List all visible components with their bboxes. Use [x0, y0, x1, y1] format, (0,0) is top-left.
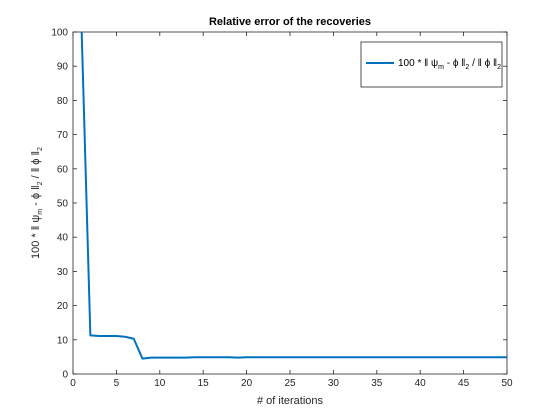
y-axis-label-main: 100 * ‖ ψ — [30, 215, 42, 259]
y-tick-label: 90 — [57, 62, 69, 73]
x-tick-label: 0 — [70, 378, 76, 389]
y-tick-label: 40 — [57, 233, 69, 244]
x-tick-label: 50 — [501, 378, 513, 389]
legend: 100 * ‖ ψm - ϕ ‖2 / ‖ ϕ ‖2 — [360, 41, 503, 88]
x-tick-label: 45 — [458, 378, 470, 389]
legend-label-sub2: 2 — [465, 64, 469, 71]
x-tick-label: 40 — [415, 378, 427, 389]
x-axis-label: # of iterations — [257, 395, 324, 407]
legend-label-tail: / ‖ ϕ ‖ — [469, 58, 497, 69]
y-tick-label: 80 — [57, 96, 69, 107]
y-axis-label-sub2: 2 — [37, 181, 44, 185]
y-axis-label-sub1: m — [37, 209, 44, 215]
plot-area: 0 5 10 15 20 25 30 35 40 45 50 0 10 20 30 40 50 60 70 80 90… — [51, 28, 513, 390]
y-tick-label: 100 — [51, 28, 68, 39]
x-tick-label: 30 — [328, 378, 340, 389]
series-line — [80, 31, 507, 360]
x-tick-label: 35 — [371, 378, 383, 389]
y-axis-label-mid: - ϕ ‖ — [30, 185, 42, 209]
legend-label-sub3: 2 — [497, 64, 501, 71]
y-axis-label-tail: / ‖ ϕ ‖ — [30, 151, 42, 182]
x-tick-label: 15 — [198, 378, 210, 389]
x-tick-labels: 0 5 10 15 20 25 30 35 40 45 50 — [70, 378, 513, 389]
y-tick-label: 70 — [57, 130, 69, 141]
y-tick-label: 50 — [57, 199, 69, 210]
y-tick-label: 30 — [57, 267, 69, 278]
x-tick-label: 25 — [284, 378, 296, 389]
legend-label-mid: - ϕ ‖ — [444, 58, 465, 69]
tick-marks — [72, 31, 508, 375]
y-axis-label: 100 * ‖ ψm - ϕ ‖2 / ‖ ϕ ‖2 — [30, 147, 44, 259]
chart-title: Relative error of the recoveries — [209, 16, 371, 28]
y-tick-label: 0 — [62, 370, 68, 381]
x-tick-label: 5 — [114, 378, 120, 389]
x-tick-label: 10 — [154, 378, 166, 389]
series-layer — [80, 31, 507, 360]
legend-label-main: 100 * ‖ ψ — [398, 58, 438, 69]
y-tick-label: 10 — [57, 335, 69, 346]
legend-box — [360, 41, 503, 88]
y-tick-label: 60 — [57, 164, 69, 175]
x-tick-label: 20 — [241, 378, 253, 389]
y-tick-labels: 0 10 20 30 40 50 60 70 80 90 100 — [51, 28, 68, 381]
y-axis-label-sub3: 2 — [37, 147, 44, 151]
legend-label-sub1: m — [438, 64, 444, 71]
y-tick-label: 20 — [57, 301, 69, 312]
legend-label: 100 * ‖ ψm - ϕ ‖2 / ‖ ϕ ‖2 — [398, 58, 501, 71]
axes-box — [72, 31, 508, 375]
